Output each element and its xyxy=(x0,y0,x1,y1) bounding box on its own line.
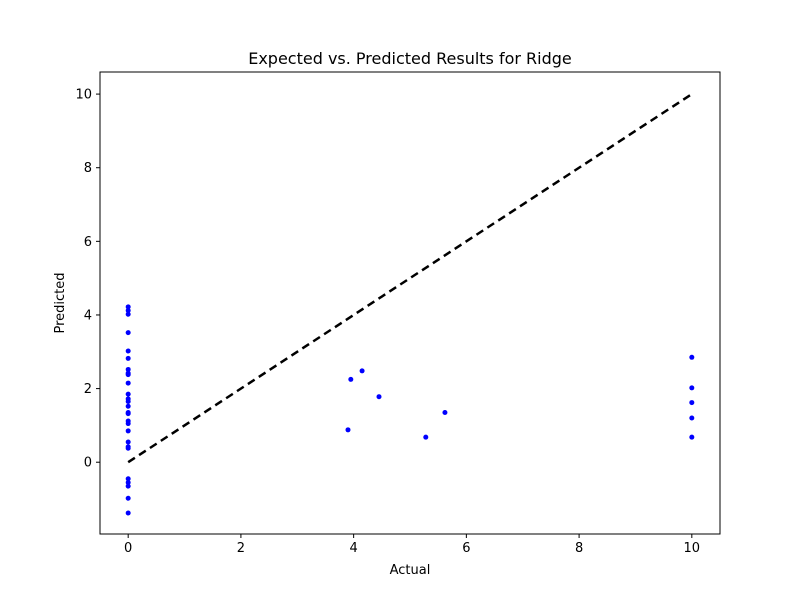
y-tick-label: 0 xyxy=(84,456,92,471)
data-point xyxy=(689,434,695,440)
data-point xyxy=(125,483,131,489)
x-tick-label: 10 xyxy=(684,541,701,556)
data-point xyxy=(689,354,695,360)
data-point xyxy=(348,376,354,382)
data-point xyxy=(125,445,131,451)
x-tick-label: 4 xyxy=(349,541,357,556)
data-point xyxy=(125,428,131,434)
x-tick-label: 6 xyxy=(462,541,470,556)
y-axis-label: Predicted xyxy=(53,272,68,333)
plot-area-frame xyxy=(99,71,721,535)
data-point xyxy=(125,439,131,445)
chart-title: Expected vs. Predicted Results for Ridge xyxy=(248,49,572,68)
data-point xyxy=(423,434,429,440)
data-points-group xyxy=(125,304,695,516)
y-tick-label: 8 xyxy=(84,161,92,176)
data-point xyxy=(125,304,131,310)
x-tick-label: 8 xyxy=(575,541,583,556)
data-point xyxy=(125,421,131,427)
data-point xyxy=(689,385,695,391)
y-tick-label: 2 xyxy=(84,382,92,397)
reference-line-group xyxy=(127,93,693,464)
data-point xyxy=(125,495,131,501)
x-axis-label: Actual xyxy=(390,563,431,578)
y-tick-label: 10 xyxy=(75,88,92,103)
data-point xyxy=(359,368,365,374)
y-tick-label: 6 xyxy=(84,235,92,250)
data-point xyxy=(125,391,131,397)
data-point xyxy=(125,311,131,317)
y-axis-ticks: 0 2 4 6 8 10 xyxy=(75,88,100,471)
data-point xyxy=(125,510,131,516)
data-point xyxy=(125,372,131,378)
data-point xyxy=(125,398,131,404)
data-point xyxy=(125,355,131,361)
data-point xyxy=(125,403,131,409)
data-point xyxy=(125,479,131,485)
data-point xyxy=(689,400,695,406)
identity-reference-line xyxy=(127,93,693,464)
data-point xyxy=(442,410,448,416)
data-point xyxy=(125,330,131,336)
data-point xyxy=(125,348,131,354)
data-point xyxy=(125,476,131,482)
data-point xyxy=(125,308,131,314)
data-point xyxy=(125,366,131,372)
x-tick-label: 2 xyxy=(237,541,245,556)
data-point xyxy=(125,380,131,386)
data-point xyxy=(125,411,131,417)
x-tick-label: 0 xyxy=(124,541,132,556)
data-point xyxy=(345,427,351,433)
y-tick-label: 4 xyxy=(84,308,92,323)
data-point xyxy=(376,394,382,400)
x-axis-ticks: 0 2 4 6 8 10 xyxy=(124,534,700,556)
data-point xyxy=(689,415,695,421)
